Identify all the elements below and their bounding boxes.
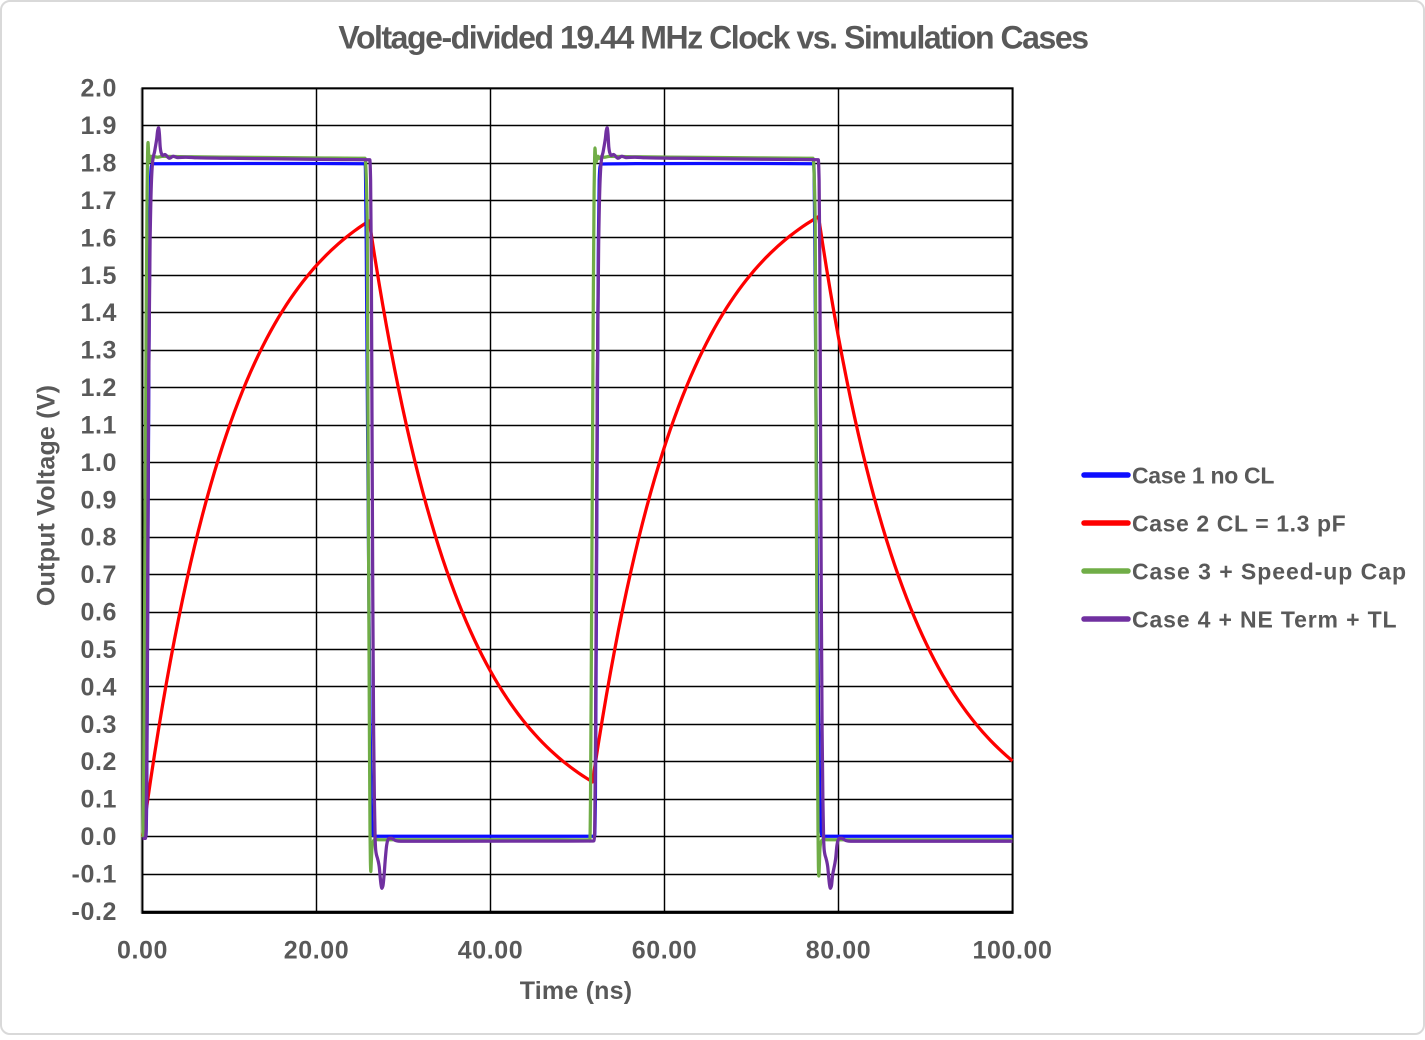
svg-text:1.7: 1.7 <box>80 187 117 215</box>
svg-text:1.9: 1.9 <box>80 112 117 140</box>
svg-text:1.8: 1.8 <box>80 150 117 178</box>
svg-text:0.6: 0.6 <box>80 599 117 627</box>
svg-text:Case 2 CL = 1.3 pF: Case 2 CL = 1.3 pF <box>1132 510 1346 536</box>
svg-text:Case 1 no CL: Case 1 no CL <box>1132 462 1274 488</box>
svg-text:60.00: 60.00 <box>632 937 698 965</box>
svg-text:0.5: 0.5 <box>80 636 117 664</box>
svg-text:0.2: 0.2 <box>80 748 117 776</box>
svg-text:Time (ns): Time (ns) <box>520 977 632 1005</box>
svg-text:80.00: 80.00 <box>806 937 872 965</box>
svg-text:1.1: 1.1 <box>80 411 117 439</box>
svg-text:Case 4 + NE Term + TL: Case 4 + NE Term + TL <box>1132 606 1397 632</box>
svg-text:Voltage-divided 19.44 MHz Cloc: Voltage-divided 19.44 MHz Clock vs. Simu… <box>338 20 1088 56</box>
svg-text:0.3: 0.3 <box>80 711 117 739</box>
svg-text:0.9: 0.9 <box>80 486 117 514</box>
svg-text:0.1: 0.1 <box>80 786 117 814</box>
svg-text:2.0: 2.0 <box>80 75 117 103</box>
svg-text:-0.1: -0.1 <box>72 860 117 888</box>
svg-text:100.00: 100.00 <box>972 937 1052 965</box>
svg-text:1.6: 1.6 <box>80 224 117 252</box>
svg-text:Case 3 + Speed-up Cap: Case 3 + Speed-up Cap <box>1132 558 1407 584</box>
svg-text:0.00: 0.00 <box>117 937 168 965</box>
svg-text:1.5: 1.5 <box>80 262 117 290</box>
svg-text:1.2: 1.2 <box>80 374 117 402</box>
svg-text:1.4: 1.4 <box>80 299 117 327</box>
svg-text:0.0: 0.0 <box>80 823 117 851</box>
svg-text:20.00: 20.00 <box>284 937 350 965</box>
svg-text:Output Voltage (V): Output Voltage (V) <box>33 385 61 606</box>
svg-text:1.0: 1.0 <box>80 449 117 477</box>
svg-text:40.00: 40.00 <box>458 937 524 965</box>
svg-text:0.8: 0.8 <box>80 524 117 552</box>
svg-text:-0.2: -0.2 <box>72 898 117 926</box>
svg-text:0.7: 0.7 <box>80 561 117 589</box>
svg-text:1.3: 1.3 <box>80 337 117 365</box>
svg-text:0.4: 0.4 <box>80 673 117 701</box>
